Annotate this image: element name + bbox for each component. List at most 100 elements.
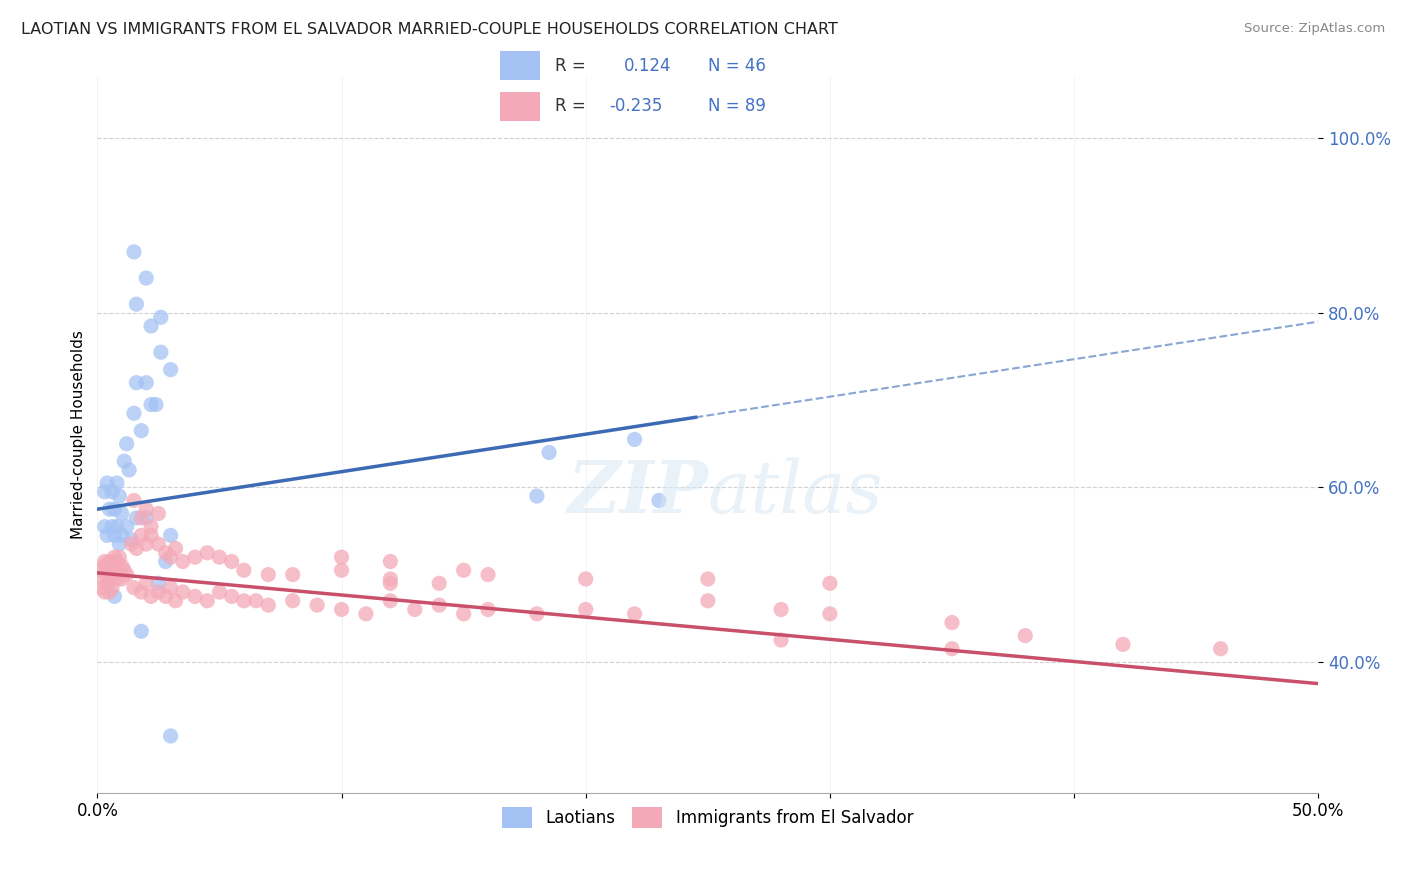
Point — [330, 550, 353, 565]
Point — [165, 594, 187, 608]
Y-axis label: Married-couple Households: Married-couple Households — [72, 331, 86, 540]
Point — [108, 563, 131, 577]
Point — [221, 590, 243, 604]
Point — [477, 567, 499, 582]
Point — [98, 585, 121, 599]
Point — [245, 594, 267, 608]
Point — [427, 598, 450, 612]
Point — [195, 546, 218, 560]
Point — [98, 572, 121, 586]
Point — [101, 555, 124, 569]
Point — [1112, 637, 1135, 651]
Text: R =: R = — [554, 96, 585, 114]
Point — [96, 528, 118, 542]
Point — [818, 576, 841, 591]
Point — [941, 641, 963, 656]
Point — [125, 541, 148, 556]
Point — [108, 550, 131, 565]
Point — [115, 519, 138, 533]
Point — [380, 594, 402, 608]
Point — [125, 511, 148, 525]
Point — [165, 541, 187, 556]
Point — [111, 572, 134, 586]
Point — [330, 563, 353, 577]
Point — [112, 454, 135, 468]
Point — [184, 550, 207, 565]
Point — [159, 581, 181, 595]
Point — [307, 598, 329, 612]
Point — [89, 563, 111, 577]
Point — [155, 590, 177, 604]
Point — [93, 558, 115, 573]
Point — [122, 493, 145, 508]
Point — [145, 397, 167, 411]
Point — [135, 537, 157, 551]
Point — [770, 633, 793, 648]
Point — [232, 594, 254, 608]
Point — [208, 585, 231, 599]
Point — [111, 558, 134, 573]
Point — [105, 519, 128, 533]
Point — [257, 567, 280, 582]
Point — [941, 615, 963, 630]
Point — [139, 318, 162, 333]
Point — [148, 585, 170, 599]
Point — [93, 484, 115, 499]
Point — [111, 507, 134, 521]
Text: N = 46: N = 46 — [709, 57, 766, 75]
Point — [98, 555, 121, 569]
Point — [221, 555, 243, 569]
Point — [1209, 641, 1232, 656]
Point — [159, 729, 181, 743]
Point — [354, 607, 377, 621]
Point — [208, 550, 231, 565]
Point — [149, 310, 172, 325]
Point — [155, 555, 177, 569]
Text: R =: R = — [554, 57, 585, 75]
Point — [105, 476, 128, 491]
Point — [257, 598, 280, 612]
Point — [696, 572, 718, 586]
Point — [538, 445, 561, 459]
Point — [121, 537, 143, 551]
Point — [148, 507, 170, 521]
FancyBboxPatch shape — [499, 92, 540, 120]
Point — [696, 594, 718, 608]
Point — [103, 590, 125, 604]
Point — [96, 576, 118, 591]
Point — [139, 528, 162, 542]
Point — [232, 563, 254, 577]
Point — [149, 345, 172, 359]
Point — [477, 602, 499, 616]
Point — [135, 376, 157, 390]
Text: ZIP: ZIP — [567, 457, 707, 528]
Point — [105, 572, 128, 586]
Point — [103, 528, 125, 542]
Point — [575, 602, 598, 616]
Point — [172, 555, 194, 569]
Point — [135, 502, 157, 516]
Point — [103, 567, 125, 582]
Point — [131, 585, 153, 599]
Point — [139, 590, 162, 604]
Point — [98, 502, 121, 516]
Point — [101, 581, 124, 595]
Legend: Laotians, Immigrants from El Salvador: Laotians, Immigrants from El Salvador — [496, 801, 920, 834]
Point — [115, 567, 138, 582]
Point — [575, 572, 598, 586]
Point — [453, 563, 475, 577]
Point — [111, 528, 134, 542]
Point — [105, 555, 128, 569]
Point — [148, 576, 170, 591]
Text: N = 89: N = 89 — [709, 96, 766, 114]
Point — [122, 581, 145, 595]
Point — [159, 528, 181, 542]
Point — [281, 594, 304, 608]
Point — [122, 406, 145, 420]
Point — [108, 537, 131, 551]
Point — [101, 484, 124, 499]
Point — [122, 244, 145, 259]
Point — [818, 607, 841, 621]
Point — [135, 576, 157, 591]
Point — [526, 607, 548, 621]
